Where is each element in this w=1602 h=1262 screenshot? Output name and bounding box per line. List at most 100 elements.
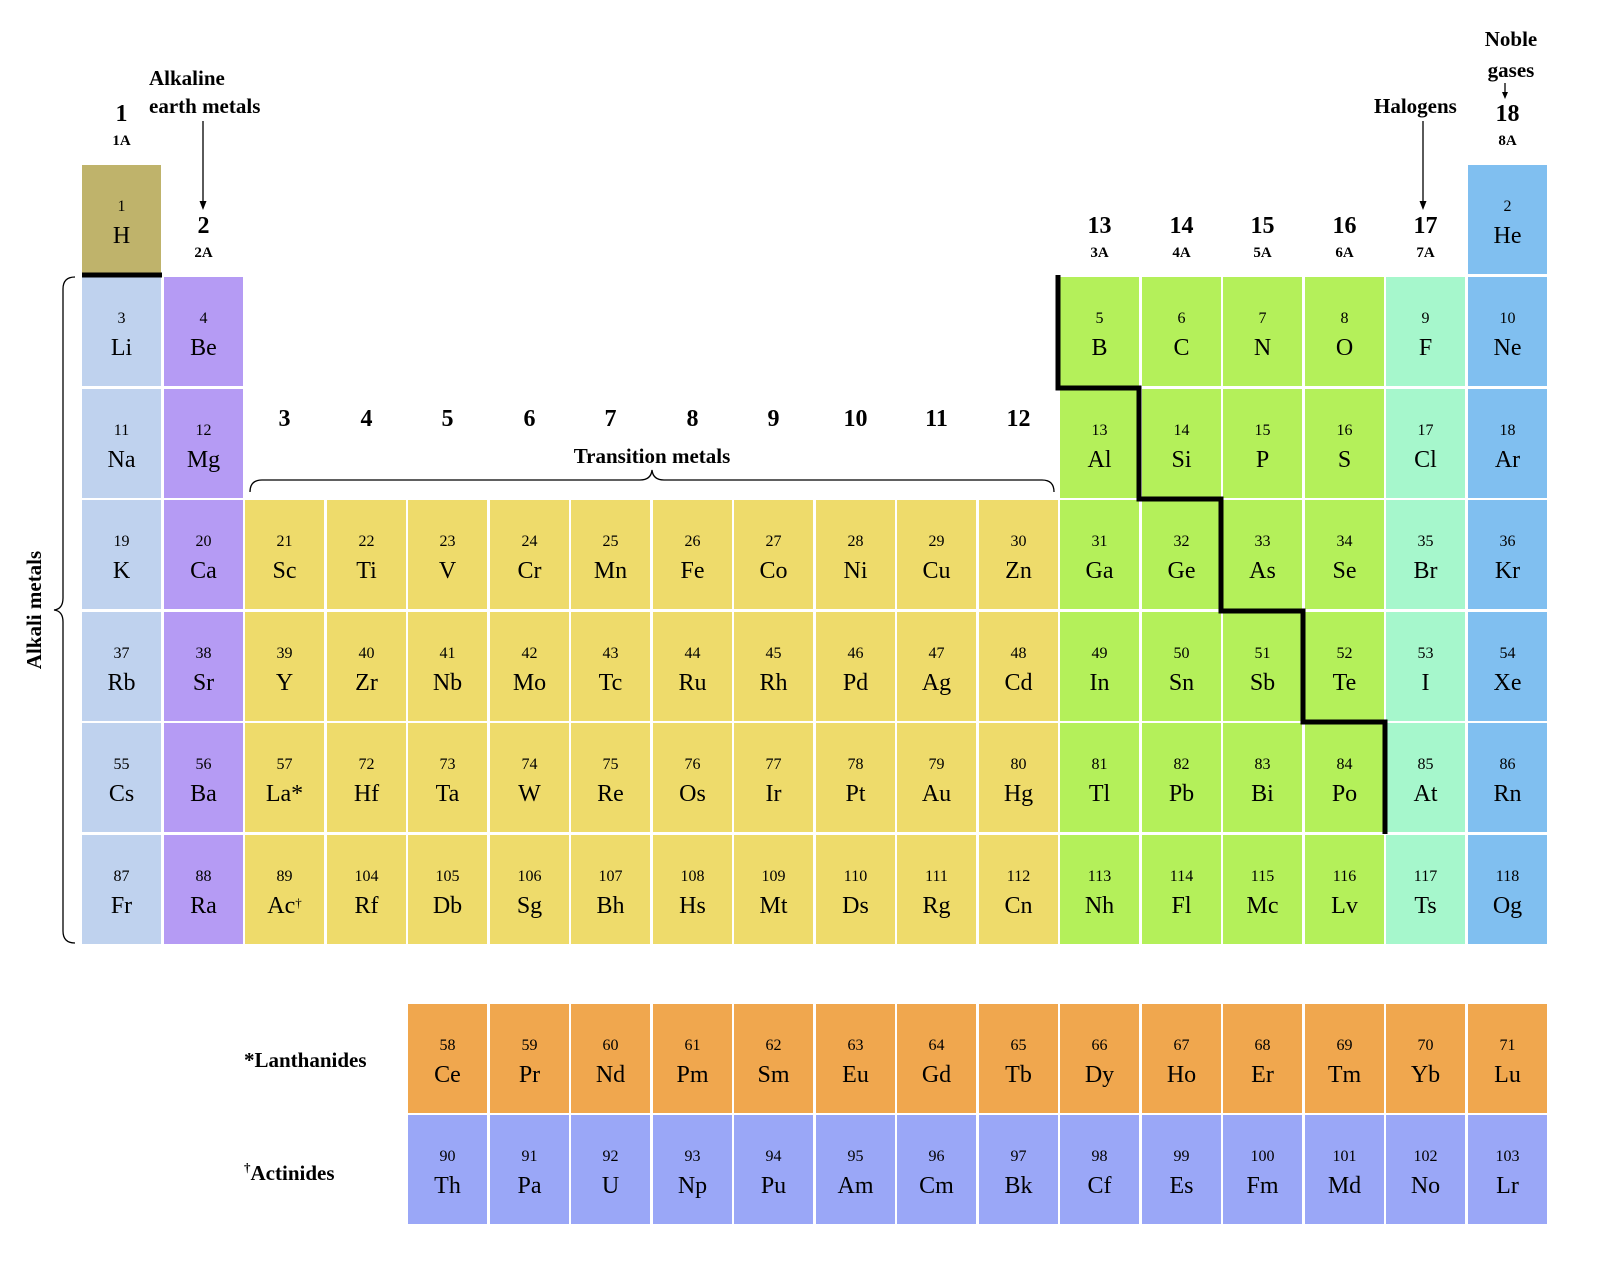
- group-header-4: 4: [327, 405, 406, 433]
- group-header-16: 16 6A: [1305, 212, 1384, 262]
- element-symbol: K: [82, 557, 161, 585]
- element-symbol: Lr: [1468, 1172, 1547, 1200]
- element-cell-pa: 91 Pa: [490, 1115, 569, 1224]
- element-symbol-text: U: [601, 1173, 620, 1199]
- element-symbol: Th: [408, 1172, 487, 1200]
- group-header-18: 18 8A: [1468, 100, 1547, 150]
- group-number: 5: [441, 406, 454, 432]
- element-symbol: Ar: [1468, 446, 1547, 474]
- element-symbol: Tc: [571, 669, 650, 697]
- element-symbol: Nb: [408, 669, 487, 697]
- actinides-dagger: †: [244, 1160, 251, 1175]
- transition-metals-label: Transition metals: [573, 444, 731, 468]
- element-symbol-text: Ar: [1494, 447, 1521, 473]
- element-symbol: Pa: [490, 1172, 569, 1200]
- atomic-number: 74: [521, 756, 538, 773]
- element-symbol: Os: [653, 780, 732, 808]
- element-symbol-text: K: [112, 558, 131, 584]
- element-symbol: B: [1060, 334, 1139, 362]
- atomic-number: 64: [928, 1037, 945, 1054]
- actinides-label: †Actinides: [244, 1154, 335, 1187]
- element-cell-es: 99 Es: [1142, 1115, 1221, 1224]
- element-symbol-text: Rg: [922, 893, 951, 919]
- element-cell-lu: 71 Lu: [1468, 1004, 1547, 1113]
- element-symbol: Cd: [979, 669, 1058, 697]
- atomic-number: 100: [1250, 1148, 1275, 1165]
- element-cell-tm: 69 Tm: [1305, 1004, 1384, 1113]
- atomic-number: 48: [1010, 645, 1027, 662]
- element-cell-li: 3 Li: [82, 277, 161, 386]
- element-symbol: Am: [816, 1172, 895, 1200]
- group-subtitle: 6A: [1335, 245, 1354, 261]
- element-symbol-text: Ts: [1414, 893, 1437, 919]
- atomic-number: 24: [521, 533, 538, 550]
- atomic-number: 60: [602, 1037, 619, 1054]
- element-cell-db: 105 Db: [408, 835, 487, 944]
- element-cell-sc: 21 Sc: [245, 500, 324, 609]
- atomic-number: 9: [1421, 310, 1430, 327]
- noble-gases-label-line1: Noble: [1484, 27, 1538, 51]
- element-symbol: Cr: [490, 557, 569, 585]
- element-symbol: Fl: [1142, 892, 1221, 920]
- element-symbol: Y: [245, 669, 324, 697]
- element-symbol: Sn: [1142, 669, 1221, 697]
- element-symbol-text: Lu: [1494, 1062, 1521, 1088]
- element-symbol-text: Nd: [595, 1062, 626, 1088]
- element-symbol: Ce: [408, 1061, 487, 1089]
- element-cell-hs: 108 Hs: [653, 835, 732, 944]
- element-cell-s: 16 S: [1305, 389, 1384, 498]
- atomic-number: 25: [602, 533, 619, 550]
- element-symbol-text: Md: [1327, 1173, 1362, 1199]
- element-symbol: Co: [734, 557, 813, 585]
- element-symbol-text: Ni: [843, 558, 868, 584]
- element-symbol: Es: [1142, 1172, 1221, 1200]
- element-symbol-text: Pu: [760, 1173, 787, 1199]
- atomic-number: 29: [928, 533, 945, 550]
- atomic-number: 35: [1417, 533, 1434, 550]
- element-symbol: Ta: [408, 780, 487, 808]
- element-symbol: Cm: [897, 1172, 976, 1200]
- element-symbol-text: Rf: [354, 893, 379, 919]
- element-cell-he: 2 He: [1468, 165, 1547, 274]
- element-symbol-text: As: [1249, 558, 1276, 584]
- element-symbol-text: Lv: [1331, 893, 1358, 919]
- noble-gases-label-line2: gases: [1487, 58, 1535, 82]
- atomic-number: 110: [843, 868, 868, 885]
- element-symbol: Dy: [1060, 1061, 1139, 1089]
- element-cell-am: 95 Am: [816, 1115, 895, 1224]
- element-symbol-text: Na: [107, 447, 136, 473]
- atomic-number: 59: [521, 1037, 538, 1054]
- atomic-number: 114: [1169, 868, 1194, 885]
- element-symbol: Te: [1305, 669, 1384, 697]
- alkaline-earth-label-line1: Alkaline: [149, 66, 225, 90]
- element-cell-fl: 114 Fl: [1142, 835, 1221, 944]
- element-symbol-text: Cr: [517, 558, 542, 584]
- atomic-number: 72: [358, 756, 375, 773]
- element-symbol-text: No: [1410, 1173, 1441, 1199]
- element-cell-bk: 97 Bk: [979, 1115, 1058, 1224]
- element-cell-v: 23 V: [408, 500, 487, 609]
- atomic-number: 22: [358, 533, 375, 550]
- atomic-number: 57: [276, 756, 293, 773]
- element-cell-cl: 17 Cl: [1386, 389, 1465, 498]
- atomic-number: 52: [1336, 645, 1353, 662]
- element-cell-md: 101 Md: [1305, 1115, 1384, 1224]
- group-number: 18: [1495, 101, 1520, 127]
- element-symbol: Ac†: [245, 892, 324, 920]
- element-symbol: Li: [82, 334, 161, 362]
- atomic-number: 112: [1006, 868, 1031, 885]
- atomic-number: 99: [1173, 1148, 1190, 1165]
- element-cell-kr: 36 Kr: [1468, 500, 1547, 609]
- atomic-number: 17: [1417, 422, 1434, 439]
- element-cell-p: 15 P: [1223, 389, 1302, 498]
- atomic-number: 86: [1499, 756, 1516, 773]
- group-header-10: 10: [816, 405, 895, 433]
- atomic-number: 80: [1010, 756, 1027, 773]
- element-cell-np: 93 Np: [653, 1115, 732, 1224]
- atomic-number: 1: [117, 198, 126, 215]
- element-symbol-text: Be: [190, 335, 217, 361]
- element-symbol-text: Au: [921, 781, 952, 807]
- element-symbol-text: Mo: [512, 670, 547, 696]
- element-cell-pm: 61 Pm: [653, 1004, 732, 1113]
